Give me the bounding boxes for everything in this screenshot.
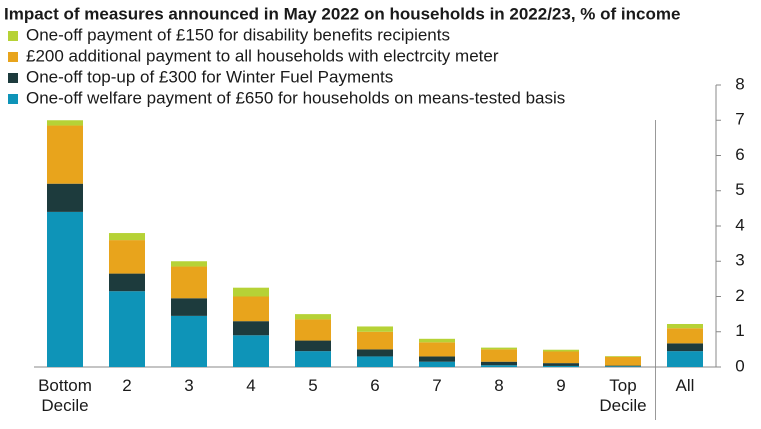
y-tick-label: 8 bbox=[735, 74, 744, 93]
bar-segment bbox=[667, 328, 703, 344]
bar-segment bbox=[47, 211, 83, 367]
bar-segment bbox=[605, 366, 641, 367]
legend-swatch bbox=[8, 73, 18, 83]
bar-segment bbox=[605, 356, 641, 366]
x-tick-label: 2 bbox=[122, 376, 132, 395]
x-tick-label: 7 bbox=[432, 376, 442, 395]
bar-segment bbox=[233, 296, 269, 322]
x-tick-label: 9 bbox=[556, 376, 566, 395]
legend-label: £200 additional payment to all household… bbox=[26, 46, 499, 65]
bar-segment bbox=[357, 331, 393, 350]
bar-segment bbox=[419, 342, 455, 357]
x-tick-label: 5 bbox=[308, 376, 318, 395]
bar-segment bbox=[543, 365, 579, 367]
bar-segment bbox=[295, 340, 331, 352]
bar-segment bbox=[605, 356, 641, 357]
bar-segment bbox=[109, 240, 145, 274]
bar-segment bbox=[667, 343, 703, 352]
bar-segment bbox=[171, 261, 207, 267]
legend-label: One-off welfare payment of £650 for hous… bbox=[26, 88, 565, 107]
legend-label: One-off top-up of £300 for Winter Fuel P… bbox=[26, 67, 393, 86]
legend-label: One-off payment of £150 for disability b… bbox=[26, 25, 450, 44]
chart-title: Impact of measures announced in May 2022… bbox=[4, 4, 680, 23]
bar-segment bbox=[233, 335, 269, 367]
y-tick-label: 4 bbox=[735, 215, 744, 234]
bar-segment bbox=[543, 349, 579, 352]
bar-segment bbox=[357, 349, 393, 357]
bar-segment bbox=[543, 351, 579, 364]
bar-segment bbox=[295, 351, 331, 367]
x-tick-label: 8 bbox=[494, 376, 504, 395]
bar-segment bbox=[419, 356, 455, 362]
bar-segment bbox=[109, 233, 145, 241]
bar-segment bbox=[47, 120, 83, 126]
bar-segment bbox=[357, 326, 393, 332]
bar-segment bbox=[543, 363, 579, 366]
bar-segment bbox=[667, 323, 703, 329]
bar-segment bbox=[109, 273, 145, 292]
bar-segment bbox=[667, 351, 703, 367]
bar-segment bbox=[171, 298, 207, 316]
bar-segment bbox=[295, 314, 331, 320]
bar-segment bbox=[481, 347, 517, 350]
bar-segment bbox=[605, 365, 641, 367]
x-tick-label: All bbox=[675, 376, 695, 395]
bar-segment bbox=[47, 125, 83, 184]
y-tick-label: 3 bbox=[735, 251, 744, 270]
y-tick-label: 2 bbox=[735, 286, 744, 305]
y-tick-label: 6 bbox=[735, 145, 744, 164]
bar-segment bbox=[295, 319, 331, 341]
x-tick-label: 4 bbox=[246, 376, 256, 395]
bar-segment bbox=[481, 365, 517, 367]
y-tick-label: 5 bbox=[735, 180, 744, 199]
bar-segment bbox=[47, 183, 83, 212]
bar-segment bbox=[171, 266, 207, 299]
y-tick-label: 1 bbox=[735, 321, 744, 340]
legend-swatch bbox=[8, 31, 18, 41]
bar-segment bbox=[419, 338, 455, 343]
y-tick-label: 0 bbox=[735, 356, 744, 375]
legend-swatch bbox=[8, 52, 18, 62]
bar-segment bbox=[481, 361, 517, 366]
legend-swatch bbox=[8, 94, 18, 104]
y-tick-label: 7 bbox=[735, 110, 744, 129]
bar-segment bbox=[357, 356, 393, 367]
bar-segment bbox=[233, 321, 269, 336]
x-tick-label: 3 bbox=[184, 376, 194, 395]
x-tick-label: Bottom Decile bbox=[38, 376, 92, 415]
bar-segment bbox=[109, 291, 145, 367]
x-tick-label: Top Decile bbox=[599, 376, 647, 415]
bar-segment bbox=[481, 349, 517, 362]
bar-segment bbox=[233, 287, 269, 297]
bar-segment bbox=[419, 361, 455, 367]
bar-segment bbox=[171, 315, 207, 367]
x-tick-label: 6 bbox=[370, 376, 380, 395]
